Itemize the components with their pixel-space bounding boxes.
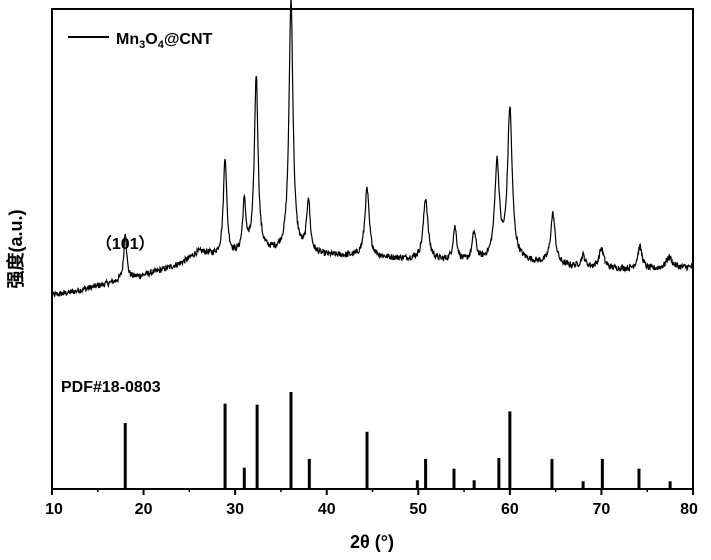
reference-label: PDF#18-0803 xyxy=(61,379,161,396)
x-tick-label: 70 xyxy=(593,501,611,518)
x-tick-label: 20 xyxy=(135,501,153,518)
legend-label-part: @CNT xyxy=(164,31,213,48)
legend-label: Mn3O4@CNT xyxy=(116,31,213,51)
x-axis-label: 2θ (°) xyxy=(350,532,394,552)
x-tick-label: 40 xyxy=(318,501,336,518)
legend-label-part: O xyxy=(145,31,157,48)
x-axis-ticks: 10 20 30 40 50 60 70 80 xyxy=(45,489,698,518)
legend: Mn3O4@CNT xyxy=(68,31,213,51)
peak-annotation-101: （101） xyxy=(96,235,155,253)
x-tick-label: 80 xyxy=(680,501,698,518)
legend-label-part: Mn xyxy=(116,31,139,48)
reference-group xyxy=(125,392,670,489)
x-tick-label: 50 xyxy=(409,501,427,518)
x-tick-label: 60 xyxy=(501,501,519,518)
x-tick-label: 10 xyxy=(45,501,63,518)
y-axis-label: 强度(a.u.) xyxy=(5,209,26,288)
x-tick-label: 30 xyxy=(226,501,244,518)
